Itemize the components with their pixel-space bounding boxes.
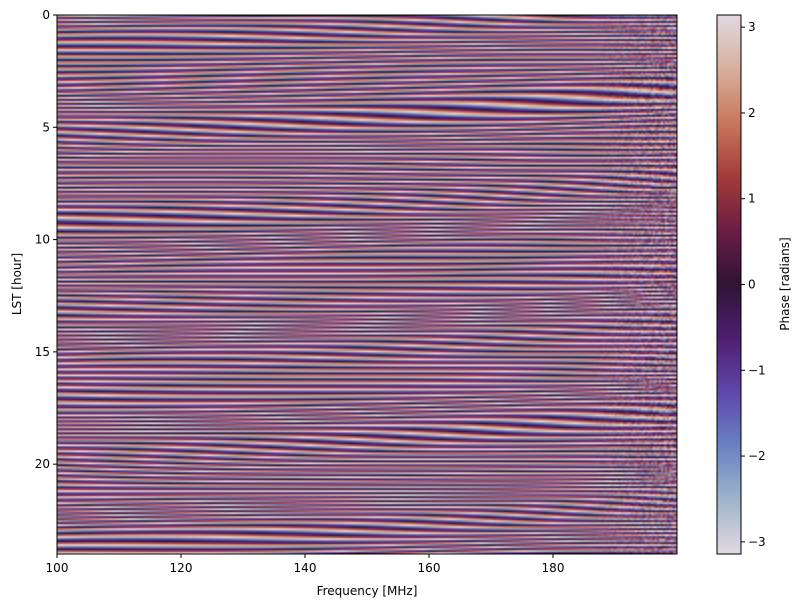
x-tick-label: 160 (418, 561, 441, 575)
colorbar-tick-label: 3 (748, 20, 756, 34)
colorbar-tick-label: 1 (748, 192, 756, 206)
x-tick-label: 140 (294, 561, 317, 575)
x-tick-label: 120 (170, 561, 193, 575)
colorbar: 3 2 1 0 −1 −2 −3 Phase [radians] (716, 14, 792, 555)
y-tick-label: 20 (35, 457, 50, 471)
colorbar-tick-label: 0 (748, 278, 756, 292)
colorbar-label: Phase [radians] (778, 237, 792, 330)
plot-frame (56, 14, 678, 555)
x-axis-ticks: 100 120 140 160 180 (46, 554, 565, 575)
colorbar-tick-label: −3 (748, 535, 766, 549)
y-tick-label: 10 (35, 233, 50, 247)
y-tick-label: 0 (42, 8, 50, 22)
x-tick-label: 180 (542, 561, 565, 575)
main-axes: 100 120 140 160 180 0 5 10 15 20 Frequency [MHz]… (10, 8, 678, 598)
x-tick-label: 100 (46, 561, 69, 575)
y-axis-ticks: 0 5 10 15 20 (35, 8, 57, 471)
y-tick-label: 5 (42, 120, 50, 134)
phase-heatmap (57, 15, 677, 554)
y-tick-label: 15 (35, 345, 50, 359)
colorbar-tick-label: 2 (748, 106, 756, 120)
colorbar-tick-label: −1 (748, 363, 766, 377)
y-axis-label: LST [hour] (10, 253, 24, 315)
colorbar-ticks: 3 2 1 0 −1 −2 −3 (741, 20, 766, 549)
x-axis-label: Frequency [MHz] (317, 584, 418, 598)
colorbar-gradient (716, 14, 742, 555)
colorbar-tick-label: −2 (748, 449, 766, 463)
